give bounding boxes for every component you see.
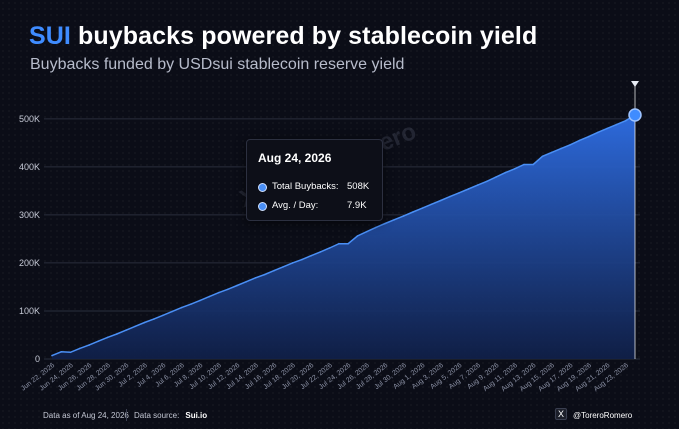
data-point <box>134 325 137 328</box>
y-tick-label: 0 <box>35 354 40 364</box>
data-point <box>486 180 488 183</box>
chart-subtitle: Buybacks funded by USDsui stablecoin res… <box>30 56 405 73</box>
data-point <box>402 215 405 217</box>
data-point <box>587 135 590 138</box>
data-point <box>264 273 266 276</box>
tooltip-row-avg: Avg. / Day: 7.9K <box>258 200 378 214</box>
data-point <box>476 184 479 186</box>
data-point <box>273 269 275 272</box>
tooltip-date: Aug 24, 2026 <box>258 151 332 165</box>
data-point <box>615 123 618 126</box>
data-point <box>560 147 562 150</box>
data-point <box>254 277 257 279</box>
data-point <box>79 347 81 350</box>
data-point <box>162 314 164 317</box>
data-point <box>236 284 238 287</box>
data-point <box>116 333 118 335</box>
data-point <box>60 351 63 353</box>
data-point <box>69 351 72 354</box>
data-point <box>291 262 294 264</box>
title-rest: buybacks powered by stablecoin yield <box>78 22 538 50</box>
y-tick-label: 500K <box>19 114 40 124</box>
data-point <box>319 251 322 253</box>
author-handle[interactable]: @ToreroRomero <box>573 411 633 420</box>
data-point <box>125 329 127 332</box>
data-point <box>356 235 359 237</box>
data-point <box>458 192 461 194</box>
data-point <box>208 295 211 298</box>
footer: Data as of Aug 24, 2026 Data source: Sui.… <box>0 404 679 424</box>
tooltip-value: 508K <box>347 181 370 192</box>
data-point <box>310 254 312 257</box>
data-point <box>106 336 109 339</box>
tooltip-row-total: Total Buybacks: 508K <box>258 181 378 195</box>
highlight-marker-icon <box>631 81 639 87</box>
x-logo-icon: X <box>555 408 567 420</box>
data-point <box>523 163 525 166</box>
data-point <box>495 176 498 178</box>
data-point <box>88 344 90 346</box>
data-point <box>449 195 451 198</box>
source-label: Data source: <box>134 411 180 420</box>
footer-divider <box>126 409 127 421</box>
y-axis-ticks: 0 100K 200K 300K 400K 500K <box>19 114 40 364</box>
highlight-point[interactable] <box>628 108 642 122</box>
data-point <box>606 127 608 130</box>
data-point <box>430 203 433 206</box>
data-point <box>467 188 470 190</box>
data-point <box>624 119 627 122</box>
series-points <box>51 114 636 357</box>
data-point <box>365 230 368 233</box>
series-dot-icon <box>258 202 267 211</box>
data-point <box>504 171 507 174</box>
data-point <box>513 168 516 170</box>
data-point <box>384 222 386 225</box>
chart-title: SUI buybacks powered by stablecoin yield <box>29 22 537 51</box>
data-source: Data source: Sui.io <box>134 411 207 420</box>
data-point <box>227 288 229 291</box>
data-point <box>347 242 349 245</box>
data-point <box>199 299 201 302</box>
series-dot-icon <box>258 183 267 192</box>
tooltip-label: Avg. / Day: <box>272 200 319 211</box>
data-point <box>171 310 174 313</box>
y-tick-label: 400K <box>19 162 40 172</box>
tooltip-label: Total Buybacks: <box>272 181 339 192</box>
data-point <box>578 139 581 142</box>
data-point <box>569 144 571 146</box>
y-tick-label: 200K <box>19 258 40 268</box>
title-accent: SUI <box>29 22 71 50</box>
data-point <box>97 340 100 343</box>
data-point <box>180 306 183 309</box>
data-point <box>217 291 220 294</box>
data-point <box>190 303 192 306</box>
data-point <box>532 163 534 166</box>
y-tick-label: 300K <box>19 210 40 220</box>
data-point <box>597 131 599 134</box>
data-point <box>550 151 553 154</box>
data-as-of: Data as of Aug 24, 2026 <box>43 411 129 420</box>
data-point <box>51 354 53 357</box>
area-series <box>52 115 635 359</box>
data-point <box>375 226 377 229</box>
data-point <box>301 258 303 261</box>
data-point <box>541 155 544 158</box>
data-point <box>439 199 442 202</box>
tooltip: Aug 24, 2026 Total Buybacks: 508K Avg. /… <box>246 139 383 221</box>
data-point <box>153 318 155 320</box>
tooltip-value: 7.9K <box>347 200 367 211</box>
series-line <box>51 114 636 357</box>
data-point <box>338 242 340 245</box>
data-point <box>143 321 146 324</box>
source-value[interactable]: Sui.io <box>185 411 208 420</box>
data-point <box>328 247 331 249</box>
y-tick-label: 100K <box>19 306 40 316</box>
data-point <box>393 218 396 221</box>
data-point <box>412 211 414 213</box>
data-point <box>245 280 248 283</box>
data-point <box>421 207 424 209</box>
data-point <box>282 266 285 268</box>
